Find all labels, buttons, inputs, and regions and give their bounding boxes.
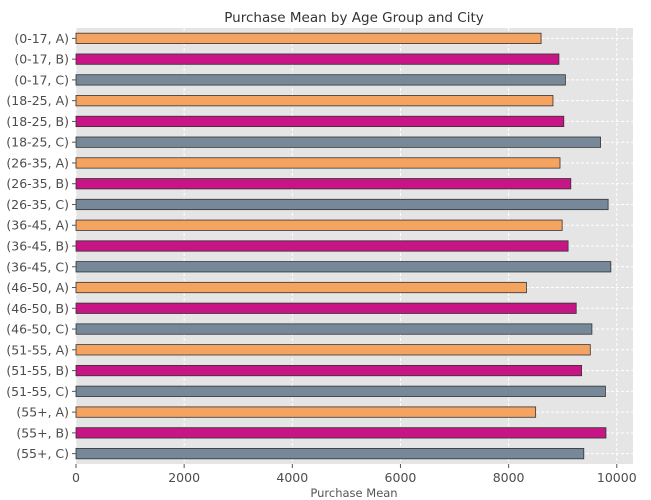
bar — [75, 115, 565, 128]
x-tick-label: 10000 — [597, 470, 637, 485]
y-tick-label: (18-25, A) — [6, 93, 69, 108]
y-tick-label: (36-45, B) — [6, 239, 69, 254]
bar — [75, 364, 583, 377]
y-tick-label: (46-50, B) — [6, 301, 69, 316]
x-tick-label: 2000 — [168, 470, 200, 485]
y-axis-tick-labels: (0-17, A) (0-17, B) (0-17, C) (18-25, A) (18… — [6, 31, 76, 461]
y-tick-label: (55+, B) — [16, 425, 69, 440]
bar — [75, 427, 607, 439]
y-tick-label: (26-35, B) — [6, 176, 69, 191]
y-tick-label: (0-17, C) — [14, 72, 69, 87]
y-tick-label: (18-25, C) — [6, 135, 69, 150]
bar — [75, 32, 542, 44]
bar — [75, 53, 560, 65]
x-tick-label: 4000 — [276, 470, 308, 485]
y-tick-label: (36-45, C) — [6, 259, 69, 274]
bar — [75, 198, 609, 211]
x-tick-label: 8000 — [493, 470, 525, 485]
bar — [75, 219, 563, 231]
bar — [75, 448, 585, 460]
x-tick-label: 0 — [72, 470, 80, 485]
x-axis-label: Purchase Mean — [310, 486, 397, 500]
bar — [75, 281, 527, 294]
x-tick-label: 6000 — [385, 470, 417, 485]
y-tick-label: (51-55, B) — [6, 363, 69, 378]
bar — [75, 136, 601, 148]
y-tick-label: (55+, C) — [16, 446, 69, 461]
y-tick-label: (46-50, A) — [6, 280, 69, 295]
bar — [75, 95, 554, 107]
y-tick-label: (51-55, C) — [6, 384, 69, 399]
x-axis-tick-labels: 0 2000 4000 6000 8000 10000 — [72, 470, 637, 485]
bar — [75, 74, 566, 86]
y-tick-label: (26-35, A) — [6, 155, 69, 170]
y-tick-label: (55+, A) — [16, 405, 69, 420]
bar — [75, 406, 537, 418]
y-tick-label: (46-50, C) — [6, 322, 69, 337]
bar — [75, 344, 591, 356]
y-tick-label: (0-17, B) — [14, 52, 69, 67]
bar — [75, 302, 577, 314]
chart-title: Purchase Mean by Age Group and City — [224, 10, 483, 26]
bar — [75, 261, 612, 273]
bar — [75, 240, 569, 252]
y-tick-label: (51-55, A) — [6, 342, 69, 357]
bar — [75, 178, 572, 190]
y-tick-label: (36-45, A) — [6, 218, 69, 233]
y-tick-label: (18-25, B) — [6, 114, 69, 129]
bars — [75, 32, 612, 460]
bar — [75, 157, 561, 169]
bar — [75, 323, 593, 335]
y-tick-label: (0-17, A) — [14, 31, 69, 46]
y-tick-label: (26-35, C) — [6, 197, 69, 212]
bar — [75, 385, 606, 397]
